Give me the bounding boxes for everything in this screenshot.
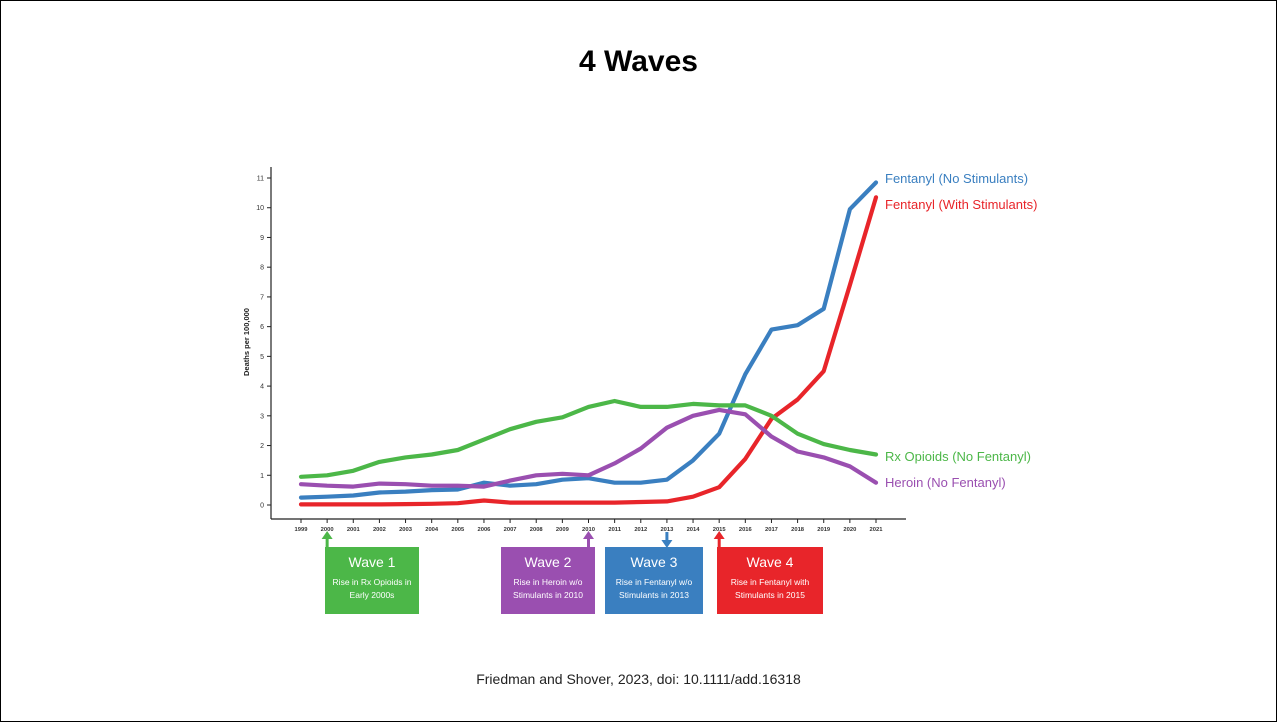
citation: Friedman and Shover, 2023, doi: 10.1111/… — [476, 671, 801, 687]
y-tick-label: 9 — [260, 235, 264, 242]
chart-axes: Deaths per 100,000 — [242, 167, 906, 520]
y-tick-label: 0 — [260, 503, 264, 510]
wave-3-box: Wave 3 Rise in Fentanyl w/o Stimulants i… — [605, 547, 703, 614]
wave-3-arrow-head — [661, 540, 673, 548]
wave-4-box: Wave 4 Rise in Fentanyl with Stimulants … — [717, 547, 823, 614]
x-tick-label: 2003 — [399, 527, 413, 533]
wave-4-arrow-head — [713, 531, 725, 539]
x-tick-label: 2016 — [739, 527, 753, 533]
y-tick-label: 4 — [260, 384, 264, 391]
x-tick-label: 2011 — [608, 527, 621, 533]
wave-1-box: Wave 1 Rise in Rx Opioids in Early 2000s — [325, 547, 419, 614]
x-tick-label: 2001 — [347, 527, 361, 533]
y-axis-title: Deaths per 100,000 — [242, 308, 251, 376]
wave-arrows — [321, 531, 725, 548]
series-line-2 — [298, 195, 879, 507]
wave-1-title: Wave 1 — [348, 554, 396, 570]
wave-2-description: Rise in Heroin w/o Stimulants in 2010 — [513, 577, 583, 600]
series-label-2: Fentanyl (With Stimulants) — [885, 197, 1037, 212]
x-tick-label: 2021 — [870, 527, 884, 533]
wave-3-title: Wave 3 — [630, 554, 678, 570]
y-tick-label: 1 — [260, 473, 264, 480]
x-tick-label: 2012 — [634, 527, 647, 533]
x-tick-label: 2008 — [530, 527, 544, 533]
x-tick-label: 2019 — [817, 527, 831, 533]
x-tick-label: 2000 — [321, 527, 334, 533]
x-tick-label: 2018 — [791, 527, 805, 533]
y-tick-label: 11 — [257, 176, 264, 183]
chart-lines — [298, 180, 879, 507]
y-tick-label: 8 — [260, 265, 264, 272]
y-tick-label: 10 — [256, 205, 264, 212]
x-tick-label: 2015 — [713, 527, 727, 533]
x-tick-label: 2004 — [425, 527, 439, 533]
wave-2-arrow-head — [583, 531, 594, 539]
chart-series-labels: Fentanyl (No Stimulants) Fentanyl (With S… — [885, 171, 1037, 490]
x-tick-label: 2002 — [373, 527, 386, 533]
x-tick-label: 1999 — [295, 527, 309, 533]
x-tick-label: 2020 — [843, 527, 856, 533]
x-tick-label: 2017 — [765, 527, 778, 533]
x-tick-label: 2007 — [504, 527, 517, 533]
wave-2-title: Wave 2 — [524, 554, 572, 570]
series-label-3: Rx Opioids (No Fentanyl) — [885, 449, 1031, 464]
x-tick-label: 2005 — [451, 527, 465, 533]
y-tick-label: 6 — [260, 324, 264, 331]
y-tick-label: 5 — [260, 354, 264, 361]
wave-1-arrow-head — [321, 531, 333, 539]
x-tick-label: 2013 — [660, 527, 674, 533]
y-tick-label: 7 — [260, 294, 264, 301]
x-tick-label: 2009 — [556, 527, 570, 533]
wave-4-title: Wave 4 — [746, 554, 794, 570]
series-label-1: Fentanyl (No Stimulants) — [885, 171, 1028, 186]
x-tick-label: 2014 — [687, 527, 701, 533]
chart-ticks: 0 1 2 3 4 5 6 7 8 9 10 11 1999 2000 2001 2002 2003 2004 20… — [256, 176, 883, 534]
wave-1-description: Rise in Rx Opioids in Early 2000s — [332, 577, 412, 600]
wave-2-box: Wave 2 Rise in Heroin w/o Stimulants in … — [501, 547, 595, 614]
x-tick-label: 2010 — [582, 527, 595, 533]
y-tick-label: 3 — [260, 413, 264, 420]
wave-4-description: Rise in Fentanyl with Stimulants in 2015 — [730, 577, 810, 600]
y-tick-label: 2 — [260, 443, 264, 450]
series-line-3 — [298, 398, 879, 479]
x-tick-label: 2006 — [478, 527, 492, 533]
series-label-4: Heroin (No Fentanyl) — [885, 475, 1006, 490]
series-line-1 — [298, 180, 879, 500]
series-line-4 — [298, 407, 879, 489]
wave-3-description: Rise in Fentanyl w/o Stimulants in 2013 — [615, 577, 693, 600]
slide-title: 4 Waves — [579, 45, 698, 78]
